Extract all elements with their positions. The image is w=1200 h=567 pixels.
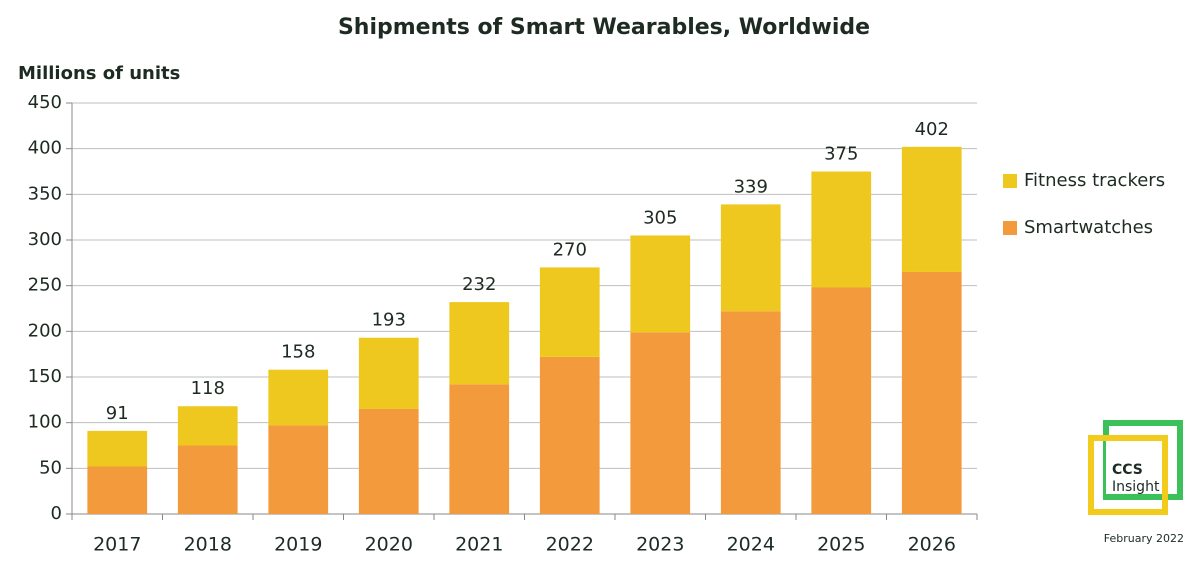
y-tick-label: 350 (28, 183, 62, 204)
y-tick-label: 50 (39, 457, 62, 478)
bar-segment (358, 408, 419, 514)
total-label: 402 (915, 119, 949, 140)
note: February 2022 (1104, 532, 1184, 545)
total-label: 339 (734, 176, 768, 197)
logo-bg (1106, 441, 1162, 494)
bar-segment (901, 146, 962, 272)
bar-segment (811, 287, 872, 514)
y-axis-label: Millions of units (18, 63, 180, 84)
bar-segment (177, 406, 238, 446)
bar-segment (811, 171, 872, 288)
total-label: 158 (281, 342, 315, 363)
y-tick-label: 100 (28, 412, 62, 433)
x-tick-label: 2024 (727, 534, 775, 556)
x-tick-label: 2021 (455, 534, 503, 556)
bar-segment (539, 356, 600, 514)
total-label: 232 (462, 274, 496, 295)
total-label: 91 (106, 403, 129, 424)
total-label: 118 (191, 378, 225, 399)
bar-segment (449, 384, 510, 514)
bar-segment (720, 311, 781, 514)
x-tick-label: 2023 (636, 534, 684, 556)
bar-segment (177, 445, 238, 514)
legend-swatch (1003, 174, 1017, 188)
x-tick-label: 2020 (365, 534, 413, 556)
y-tick-label: 150 (28, 366, 62, 387)
x-tick-label: 2019 (274, 534, 322, 556)
logo-frame (1088, 435, 1168, 515)
total-label: 305 (643, 207, 677, 228)
chart-title: Shipments of Smart Wearables, Worldwide (338, 15, 870, 40)
legend-label: Smartwatches (1024, 217, 1153, 238)
bar-segment (720, 204, 781, 312)
logo-text: CCS (1112, 462, 1143, 478)
bar-segment (87, 466, 148, 514)
y-tick-label: 300 (28, 229, 62, 250)
legend-swatch (1003, 221, 1017, 235)
bar-segment (268, 425, 329, 514)
y-tick-label: 200 (28, 320, 62, 341)
y-tick-label: 250 (28, 275, 62, 296)
y-tick-label: 450 (28, 92, 62, 113)
logo-text: Insight (1112, 479, 1160, 495)
bar-segment (268, 369, 329, 426)
bar-segment (87, 430, 148, 467)
y-tick-label: 0 (51, 503, 62, 524)
bar-segment (539, 267, 600, 357)
bar-segment (901, 271, 962, 514)
total-label: 270 (553, 239, 587, 260)
y-tick-label: 400 (28, 138, 62, 159)
bar-segment (630, 235, 691, 333)
bar-segment (449, 302, 510, 385)
x-tick-label: 2026 (908, 534, 956, 556)
bar-segment (630, 332, 691, 514)
x-tick-label: 2018 (184, 534, 232, 556)
x-tick-label: 2022 (546, 534, 594, 556)
x-tick-label: 2017 (93, 534, 141, 556)
legend-label: Fitness trackers (1024, 170, 1165, 191)
logo: CCS Insight (1088, 420, 1183, 515)
total-label: 193 (372, 310, 406, 331)
x-tick-label: 2025 (817, 534, 865, 556)
total-label: 375 (824, 144, 858, 165)
bar-segment (358, 337, 419, 409)
